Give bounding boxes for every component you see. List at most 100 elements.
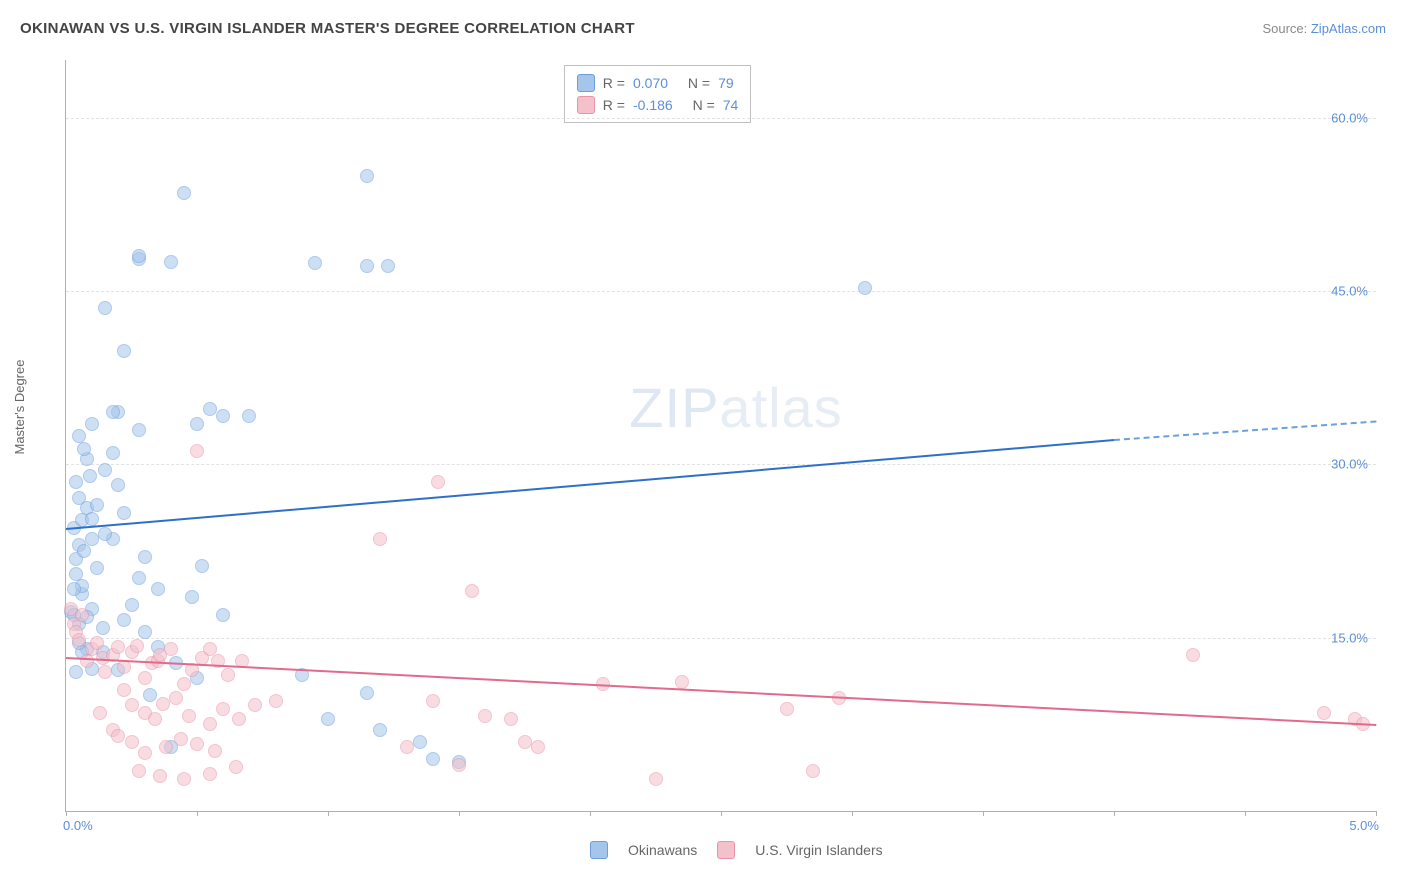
- data-point: [858, 281, 872, 295]
- data-point: [132, 423, 146, 437]
- stats-legend: R = 0.070 N = 79 R = -0.186 N = 74: [564, 65, 752, 123]
- data-point: [151, 582, 165, 596]
- data-point: [190, 444, 204, 458]
- x-tick: [1376, 811, 1377, 816]
- gridline: [66, 638, 1376, 639]
- x-tick-label: 0.0%: [63, 818, 93, 833]
- data-point: [72, 491, 86, 505]
- swatch-pink-icon: [717, 841, 735, 859]
- data-point: [248, 698, 262, 712]
- x-tick: [459, 811, 460, 816]
- scatter-plot: ZIPatlas R = 0.070 N = 79 R = -0.186 N =…: [65, 60, 1376, 812]
- data-point: [806, 764, 820, 778]
- data-point: [465, 584, 479, 598]
- gridline: [66, 118, 1376, 119]
- data-point: [208, 744, 222, 758]
- data-point: [413, 735, 427, 749]
- gridline: [66, 464, 1376, 465]
- stats-row-blue: R = 0.070 N = 79: [577, 72, 739, 94]
- swatch-blue-icon: [590, 841, 608, 859]
- data-point: [504, 712, 518, 726]
- data-point: [117, 613, 131, 627]
- data-point: [1317, 706, 1331, 720]
- data-point: [164, 642, 178, 656]
- data-point: [72, 429, 86, 443]
- x-tick: [721, 811, 722, 816]
- data-point: [132, 571, 146, 585]
- source-link[interactable]: ZipAtlas.com: [1311, 21, 1386, 36]
- data-point: [373, 723, 387, 737]
- data-point: [164, 255, 178, 269]
- r-value-blue: 0.070: [633, 75, 668, 91]
- x-tick: [1245, 811, 1246, 816]
- data-point: [132, 764, 146, 778]
- data-point: [780, 702, 794, 716]
- y-tick-label: 45.0%: [1331, 284, 1368, 299]
- trend-line: [66, 439, 1114, 530]
- data-point: [83, 469, 97, 483]
- data-point: [72, 633, 86, 647]
- data-point: [117, 506, 131, 520]
- data-point: [138, 746, 152, 760]
- data-point: [159, 740, 173, 754]
- data-point: [130, 639, 144, 653]
- data-point: [90, 636, 104, 650]
- data-point: [229, 760, 243, 774]
- data-point: [531, 740, 545, 754]
- data-point: [111, 729, 125, 743]
- data-point: [148, 712, 162, 726]
- chart-title: OKINAWAN VS U.S. VIRGIN ISLANDER MASTER'…: [20, 20, 635, 37]
- data-point: [69, 665, 83, 679]
- data-point: [98, 463, 112, 477]
- x-tick: [66, 811, 67, 816]
- data-point: [80, 654, 94, 668]
- y-axis-label: Master's Degree: [12, 359, 27, 454]
- data-point: [77, 442, 91, 456]
- y-tick-label: 30.0%: [1331, 457, 1368, 472]
- source-label: Source: ZipAtlas.com: [1262, 21, 1386, 36]
- y-tick-label: 15.0%: [1331, 630, 1368, 645]
- data-point: [360, 686, 374, 700]
- data-point: [308, 256, 322, 270]
- swatch-blue-icon: [577, 74, 595, 92]
- x-tick: [852, 811, 853, 816]
- watermark: ZIPatlas: [629, 375, 842, 440]
- data-point: [185, 590, 199, 604]
- data-point: [174, 732, 188, 746]
- data-point: [85, 417, 99, 431]
- data-point: [177, 677, 191, 691]
- trend-line: [1114, 420, 1376, 440]
- data-point: [69, 475, 83, 489]
- data-point: [190, 417, 204, 431]
- data-point: [216, 702, 230, 716]
- data-point: [177, 772, 191, 786]
- data-point: [117, 683, 131, 697]
- r-label: R =: [603, 97, 625, 113]
- data-point: [190, 737, 204, 751]
- data-point: [321, 712, 335, 726]
- data-point: [518, 735, 532, 749]
- data-point: [111, 478, 125, 492]
- data-point: [203, 717, 217, 731]
- data-point: [373, 532, 387, 546]
- data-point: [431, 475, 445, 489]
- data-point: [111, 640, 125, 654]
- stats-row-pink: R = -0.186 N = 74: [577, 94, 739, 116]
- n-label: N =: [688, 75, 710, 91]
- data-point: [93, 706, 107, 720]
- data-point: [75, 608, 89, 622]
- data-point: [381, 259, 395, 273]
- data-point: [138, 550, 152, 564]
- trend-line: [66, 657, 1376, 726]
- n-value-pink: 74: [723, 97, 739, 113]
- n-value-blue: 79: [718, 75, 734, 91]
- watermark-thin: atlas: [719, 376, 842, 439]
- data-point: [169, 691, 183, 705]
- data-point: [85, 512, 99, 526]
- data-point: [232, 712, 246, 726]
- data-point: [138, 625, 152, 639]
- data-point: [98, 665, 112, 679]
- data-point: [195, 559, 209, 573]
- data-point: [360, 259, 374, 273]
- data-point: [269, 694, 283, 708]
